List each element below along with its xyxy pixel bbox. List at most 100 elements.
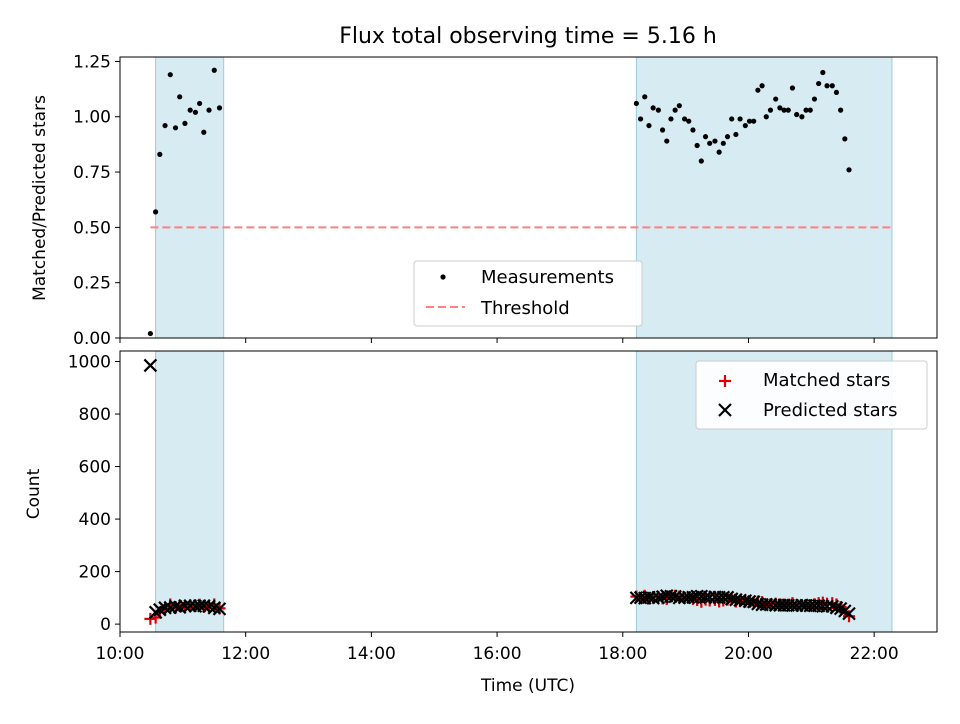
x-tick-label: 18:00 — [598, 644, 647, 664]
count-y-tick-label: 0 — [100, 615, 111, 635]
predicted-stars-point — [143, 358, 158, 373]
x-axis-label: Time (UTC) — [480, 676, 575, 696]
x-tick-label: 16:00 — [473, 644, 522, 664]
x-tick-label: 10:00 — [96, 644, 145, 664]
measurements-point — [206, 107, 212, 113]
threshold-legend-label: Threshold — [480, 298, 570, 319]
measurements-point — [650, 105, 656, 111]
measurements-point — [816, 80, 822, 87]
measurements-point — [842, 136, 848, 142]
measurements-point — [177, 94, 183, 100]
predicted-stars-point — [746, 595, 761, 609]
predicted-stars-point — [158, 601, 172, 615]
measurements-point — [720, 140, 726, 146]
measurements-point — [729, 116, 735, 122]
measurements-legend-label: Measurements — [481, 267, 614, 288]
measurements-point — [789, 85, 796, 91]
measurements-point — [751, 118, 757, 124]
measurements-point — [824, 83, 830, 89]
measurements-point — [742, 122, 748, 129]
measurements-point — [724, 134, 731, 140]
measurements-point — [759, 83, 765, 89]
measurements-point — [157, 151, 163, 157]
measurements-point — [702, 134, 709, 140]
ratio-panel: 0.00 0.25 0.50 0.75 1.00 1.25 Flux total obse… — [30, 24, 938, 349]
ratio-y-tick-label: 1.00 — [73, 108, 111, 128]
predicted-stars-point — [829, 601, 844, 615]
measurements-point — [646, 122, 652, 129]
measurements-point — [838, 107, 844, 113]
measurements-point — [807, 107, 813, 113]
count-y-tick-label: 400 — [79, 510, 111, 530]
predicted-stars-point — [720, 590, 735, 605]
count-plot-frame — [119, 350, 938, 633]
measurements-point — [659, 127, 666, 133]
ratio-x-axis — [119, 338, 875, 343]
predicted-stars-legend-marker — [718, 403, 732, 417]
measurements-point — [712, 138, 718, 144]
measurements-point — [172, 125, 179, 131]
x-tick-label: 12:00 — [221, 644, 270, 664]
ratio-y-axis: 0.00 0.25 0.50 0.75 1.00 1.25 — [73, 52, 120, 349]
measurements-point — [746, 118, 753, 124]
measurements-point — [681, 116, 688, 122]
measurements-point — [633, 100, 639, 107]
predicted-stars-legend-label: Predicted stars — [763, 400, 897, 421]
predicted-stars-point — [742, 594, 757, 609]
ratio-y-tick-label: 0.25 — [73, 274, 111, 294]
measurements-point — [781, 107, 787, 113]
measurements-point — [642, 94, 648, 100]
count-legend: Matched stars Predicted stars — [695, 360, 928, 430]
measurements-point — [698, 158, 704, 164]
ratio-plot-frame — [119, 56, 938, 339]
count-points — [143, 358, 856, 625]
matched-stars-legend-label: Matched stars — [763, 370, 890, 391]
measurements-point — [846, 167, 852, 173]
predicted-stars-point — [197, 598, 211, 613]
ratio-legend-box — [413, 260, 643, 327]
measurements-point — [182, 120, 188, 126]
count-x-axis: 10:00 12:00 14:00 16:00 18:00 20:00 22:00 — [96, 632, 899, 664]
measurements-legend-marker — [440, 274, 446, 280]
measurements-point — [664, 138, 670, 144]
ratio-y-tick-label: 0.75 — [73, 163, 111, 183]
measurements-point — [672, 107, 678, 113]
chart-title: Flux total observing time = 5.16 h — [339, 24, 717, 49]
measurements-point — [737, 116, 743, 122]
measurements-point — [162, 122, 168, 129]
measurements-point — [799, 114, 805, 120]
count-y-axis-label: Count — [24, 468, 44, 519]
measurements-point — [187, 107, 193, 113]
measurements-point — [716, 149, 722, 155]
x-tick-label: 20:00 — [724, 644, 773, 664]
count-y-axis: 0 200 400 600 800 1000 — [68, 353, 120, 635]
measurements-point — [829, 83, 835, 89]
matched-stars-legend-marker — [719, 375, 731, 387]
measurements-point — [686, 118, 692, 124]
measurements-point — [690, 127, 696, 133]
predicted-stars-point — [207, 601, 222, 615]
ratio-y-tick-label: 0.00 — [73, 329, 111, 349]
measurements-point — [153, 209, 159, 215]
measurements-point — [668, 116, 674, 122]
measurements-point — [773, 96, 779, 102]
measurements-point — [707, 140, 713, 146]
measurements-point — [694, 142, 700, 149]
count-legend-box — [695, 360, 928, 430]
measurements-point — [167, 72, 173, 78]
ratio-y-tick-label: 0.50 — [73, 218, 111, 238]
measurements-point — [811, 96, 818, 102]
count-panel: 0 200 400 600 800 1000 10:00 12:00 14:00 16:00 18… — [24, 350, 938, 696]
measurements-point — [216, 105, 223, 111]
measurements-point — [655, 107, 661, 113]
measurements-point — [197, 100, 203, 107]
ratio-observing-window — [635, 56, 893, 339]
count-y-tick-label: 1000 — [68, 353, 111, 373]
x-tick-label: 14:00 — [347, 644, 396, 664]
measurements-point — [763, 114, 769, 120]
measurements-point — [676, 103, 682, 109]
ratio-y-axis-label: Matched/Predicted stars — [30, 95, 50, 301]
count-y-tick-label: 800 — [79, 405, 111, 425]
measurements-point — [637, 116, 644, 122]
